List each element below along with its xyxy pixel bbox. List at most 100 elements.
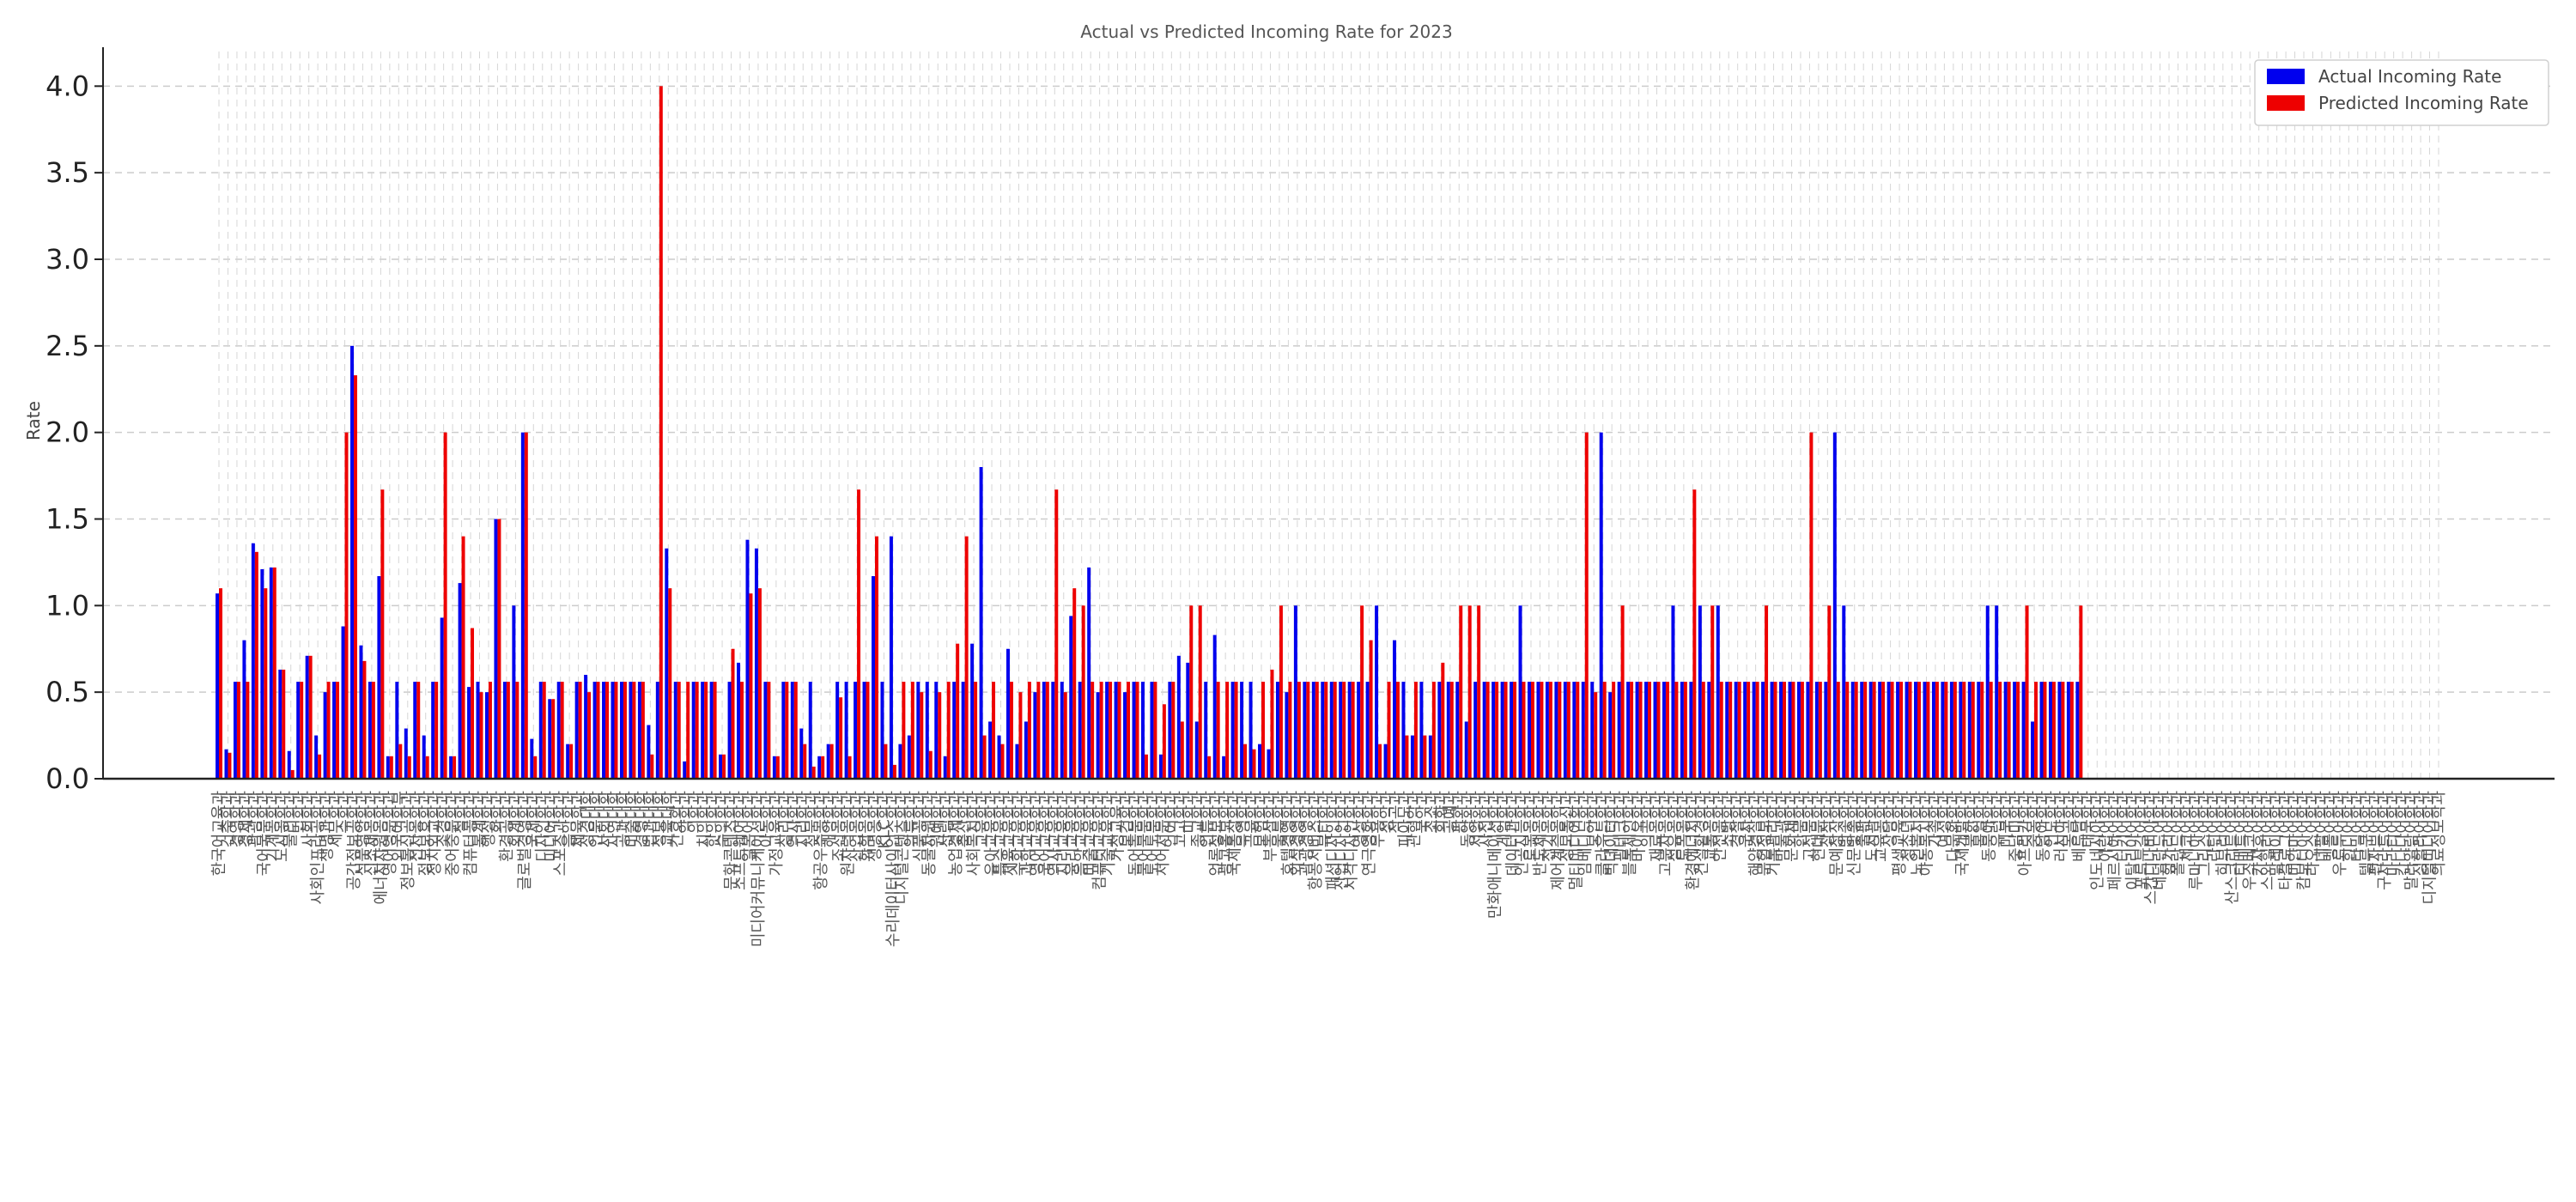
bar-actual [1761,682,1765,779]
x-tick-label: 관광학과 [246,791,264,847]
bar-predicted [326,682,331,779]
bar-actual [880,682,884,779]
x-tick-label: 베트남학과 [2070,791,2088,862]
bar-predicted [1773,682,1777,779]
x-tick-label: 교육학과 [975,791,993,847]
bar-predicted [1890,682,1894,779]
bar-actual [1671,605,1675,779]
bar-actual [269,567,273,779]
bar-actual [305,655,309,779]
bar-predicted [892,764,896,779]
x-tick-label: 가족학과 [1927,791,1945,847]
bar-predicted [416,682,421,779]
x-tick-label: 역사교육학과 [1046,791,1064,876]
bar-actual [1249,682,1253,779]
bar-actual [502,682,507,779]
bar-actual [566,744,570,779]
x-tick-label: 정보보호학과 [417,791,435,876]
bar-predicted [1908,682,1912,779]
bar-actual [1860,682,1864,779]
x-tick-label: 교육대학 [659,791,677,847]
x-tick-label: 국제개발학과 [1953,791,1971,876]
x-tick-label: 만화애니메이션학과 [1486,791,1504,919]
x-tick-label: 해양학과 [822,791,840,847]
bar-actual [737,662,741,779]
x-tick-label: 사회복지학과 [965,791,983,876]
x-tick-label: 라오스어학과 [2304,791,2322,876]
x-tick-label: 조선공학과 [830,791,848,862]
bar-predicted [1854,682,1858,779]
bar-actual [494,519,498,779]
bar-actual [1554,682,1558,779]
x-tick-label: 가정교육과 [1109,791,1127,862]
x-axis: 한국어교육과건축학과경영학과경제학과관광학과국어국문학과기계공학과도시공학과물리… [103,777,2555,947]
x-tick-label: 사회대학 [597,791,615,847]
bar-actual [602,682,606,779]
bar-actual [1267,749,1271,779]
bar-actual [1024,721,1028,779]
x-tick-label: 청소년학과 [1900,791,1918,862]
bar-actual [1725,682,1729,779]
bar-actual [1941,682,1945,779]
bar-actual [835,682,840,779]
bar-predicted [821,756,825,779]
bar-actual [314,735,319,779]
x-tick-label: 반도체공학과 [1531,791,1549,876]
x-tick-label: 게임학과 [1496,791,1514,847]
bar-actual [673,682,677,779]
bar-actual [216,593,219,779]
bar-actual [1635,682,1639,779]
bar-predicted [318,754,322,779]
x-tick-label: 생명과학과 [319,791,337,862]
bar-predicted [1656,682,1661,779]
x-tick-label: 글로벌경영학과 [516,791,534,890]
bar-actual [574,682,579,779]
bar-actual [1428,735,1432,779]
x-tick-label: 정보통신과 [1558,791,1577,862]
x-tick-label: 클라우드학과 [1595,791,1613,876]
x-tick-label: 의공학과 [1639,791,1657,847]
bar-predicted [443,432,447,779]
x-tick-label: 광고홍보학과 [1217,791,1235,876]
x-tick-label: 국악과 [1414,791,1432,834]
bar-predicted [236,682,240,779]
bar-actual [2013,682,2017,779]
bar-actual [916,682,920,779]
bar-predicted [2069,682,2074,779]
bar-predicted [1243,744,1248,779]
bar-predicted [1171,682,1176,779]
x-tick-label: 지리학과 [794,791,812,847]
x-tick-label: 교통공학과 [1702,791,1720,862]
bar-predicted [1342,682,1346,779]
x-tick-label: 스와힐리어학과 [2259,791,2277,890]
x-tick-label: 노어노문학과 [1145,791,1163,876]
bar-predicted [1548,682,1552,779]
bar-actual [619,682,623,779]
bar-actual [296,682,301,779]
x-tick-label: 문화재학과 [1783,791,1801,862]
y-tick-label: 1.0 [46,589,89,622]
bar-predicted [1297,682,1301,779]
x-tick-label: 문화콘텐츠학과 [723,791,741,890]
x-tick-label: 경찰학과 [1729,791,1747,847]
x-tick-label: 치의학과 [696,791,714,847]
x-tick-label: 도서관학과 [1864,791,1882,862]
x-tick-label: 기계공학과 [264,791,283,862]
bar-predicted [398,744,403,779]
bar-predicted [1288,682,1292,779]
x-tick-label: 구자라트어학과 [2376,791,2394,890]
bar-actual [404,728,408,779]
bar-predicted [829,744,834,779]
bar-actual [556,682,561,779]
bar-actual [719,754,723,779]
x-tick-label: 터키어학과 [2116,791,2134,862]
x-tick-label: 데이터과학과 [1504,791,1522,876]
x-tick-label: 항공우주공학과 [812,791,830,890]
bar-predicted [1566,682,1571,779]
bar-predicted [884,744,888,779]
x-tick-label: 기술교육학과 [1100,791,1118,876]
bar-actual [1949,682,1953,779]
bar-predicted [668,588,672,779]
x-tick-label: 무역학과 [1235,791,1253,847]
bar-actual [1204,682,1208,779]
